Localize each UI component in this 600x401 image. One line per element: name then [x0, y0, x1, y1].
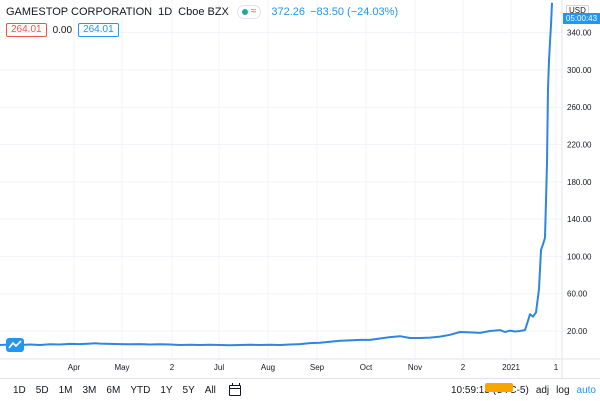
range-selector: 1D 5D 1M 3M 6M YTD 1Y 5Y All: [8, 385, 221, 396]
x-tick-label: 2: [461, 363, 466, 372]
symbol-name[interactable]: GAMESTOP CORPORATION: [6, 6, 153, 18]
y-tick-label: 300.00: [567, 66, 592, 75]
right-tools: 10:59:15 (UTC-5) adj log auto: [451, 379, 596, 401]
range-button-1d[interactable]: 1D: [13, 384, 26, 396]
x-tick-label: 1: [554, 363, 559, 372]
market-open-dot-icon: [241, 9, 248, 15]
time-axis[interactable]: Apr May 2 Jul Aug Sep Oct Nov 2 2021 1: [68, 363, 559, 372]
highlight-mark: [485, 383, 513, 392]
range-button-all[interactable]: All: [204, 384, 216, 396]
range-button-5y[interactable]: 5Y: [182, 384, 195, 396]
y-tick-label: 140.00: [567, 215, 592, 224]
y-tick-label: 220.00: [567, 141, 592, 150]
y-tick-label: 20.00: [567, 327, 588, 336]
x-tick-label: Aug: [261, 363, 275, 372]
y-tick-label: 100.00: [567, 252, 592, 261]
sell-price-button[interactable]: 264.01: [6, 23, 47, 37]
range-button-5d[interactable]: 5D: [35, 384, 49, 396]
x-tick-label: Sep: [310, 363, 325, 372]
y-tick-label: 60.00: [567, 290, 588, 299]
buy-price-button[interactable]: 264.01: [78, 23, 119, 37]
y-tick-label: 340.00: [567, 29, 592, 38]
x-tick-label: Apr: [68, 363, 81, 372]
range-button-1y[interactable]: 1Y: [160, 384, 173, 396]
last-price: 372.26: [271, 6, 306, 18]
exchange-label: Cboe BZX: [178, 6, 229, 18]
range-button-ytd[interactable]: YTD: [130, 384, 151, 396]
last-price-countdown: 05:00:43: [563, 13, 600, 24]
interval-label[interactable]: 1D: [158, 6, 173, 18]
log-scale-toggle[interactable]: log: [556, 384, 570, 396]
market-status-badge[interactable]: ≈: [236, 5, 262, 19]
y-tick-label: 260.00: [567, 103, 592, 112]
price-axis[interactable]: 20.00 60.00 100.00 140.00 180.00 220.00 260.00…: [567, 29, 592, 336]
range-button-6m[interactable]: 6M: [106, 384, 121, 396]
x-tick-label: Oct: [360, 363, 373, 372]
range-button-1m[interactable]: 1M: [58, 384, 73, 396]
series-line-0: [0, 2, 553, 347]
tradingview-logo-icon[interactable]: [6, 338, 24, 352]
adjust-toggle[interactable]: adj: [535, 384, 550, 396]
quote-chips: 264.01 0.00 264.01: [6, 23, 119, 37]
spread-value: 0.00: [52, 24, 73, 36]
approx-icon: ≈: [250, 6, 257, 17]
chart-legend: GAMESTOP CORPORATION 1D Cboe BZX ≈ 372.2…: [6, 4, 398, 20]
x-tick-label: Jul: [214, 363, 224, 372]
x-tick-label: 2: [170, 363, 175, 372]
range-button-3m[interactable]: 3M: [82, 384, 97, 396]
x-tick-label: 2021: [502, 363, 520, 372]
price-series: [0, 2, 553, 347]
price-change: −83.50 (−24.03%): [310, 6, 399, 18]
price-chart[interactable]: 20.0060.00100.00140.00180.00220.00260.00…: [0, 0, 600, 378]
auto-scale-toggle[interactable]: auto: [576, 384, 596, 396]
x-tick-label: May: [114, 363, 129, 372]
chart-grid: [0, 0, 562, 359]
calendar-icon[interactable]: [228, 382, 241, 396]
x-tick-label: Nov: [408, 363, 422, 372]
y-tick-label: 180.00: [567, 178, 592, 187]
